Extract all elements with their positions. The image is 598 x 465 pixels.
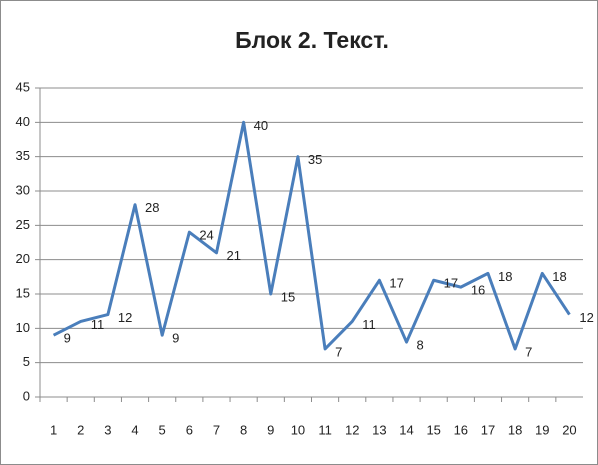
- data-label: 24: [199, 228, 213, 243]
- y-tick-label: 10: [16, 320, 30, 335]
- data-label: 8: [417, 338, 424, 353]
- data-label: 12: [118, 310, 132, 325]
- x-tick-label: 9: [267, 422, 274, 437]
- x-tick-label: 14: [399, 422, 413, 437]
- data-label: 17: [444, 276, 458, 291]
- data-label: 9: [64, 331, 71, 346]
- data-label: 18: [498, 269, 512, 284]
- x-tick-label: 5: [159, 422, 166, 437]
- y-tick-label: 30: [16, 182, 30, 197]
- x-tick-label: 10: [291, 422, 305, 437]
- y-tick-label: 25: [16, 217, 30, 232]
- x-tick-label: 20: [562, 422, 576, 437]
- y-tick-label: 0: [23, 388, 30, 403]
- data-label: 15: [281, 289, 295, 304]
- y-tick-label: 15: [16, 285, 30, 300]
- x-tick-label: 15: [426, 422, 440, 437]
- x-tick-label: 19: [535, 422, 549, 437]
- data-label: 16: [471, 283, 485, 298]
- y-tick-label: 45: [16, 79, 30, 94]
- data-label: 7: [335, 344, 342, 359]
- data-label: 11: [362, 317, 376, 332]
- x-tick-label: 13: [372, 422, 386, 437]
- x-tick-label: 12: [345, 422, 359, 437]
- y-tick-label: 35: [16, 148, 30, 163]
- x-tick-label: 3: [104, 422, 111, 437]
- chart-title: Блок 2. Текст.: [235, 27, 389, 53]
- data-label: 35: [308, 152, 322, 167]
- x-tick-label: 1: [50, 422, 57, 437]
- data-label: 9: [172, 331, 179, 346]
- x-tick-label: 8: [240, 422, 247, 437]
- data-label: 17: [389, 276, 403, 291]
- x-tick-label: 17: [481, 422, 495, 437]
- y-tick-label: 40: [16, 114, 30, 129]
- x-tick-label: 2: [77, 422, 84, 437]
- data-label: 40: [254, 118, 268, 133]
- x-tick-label: 16: [454, 422, 468, 437]
- data-label: 28: [145, 200, 159, 215]
- y-tick-label: 20: [16, 251, 30, 266]
- data-label: 12: [579, 310, 593, 325]
- x-tick-label: 6: [186, 422, 193, 437]
- data-line: [52, 120, 571, 351]
- x-tick-label: 7: [213, 422, 220, 437]
- data-label: 18: [552, 269, 566, 284]
- y-tick-label: 5: [23, 354, 30, 369]
- data-label: 11: [91, 317, 105, 332]
- x-tick-label: 18: [508, 422, 522, 437]
- x-tick-label: 11: [318, 422, 332, 437]
- data-label: 7: [525, 344, 532, 359]
- data-label: 21: [226, 248, 240, 263]
- x-tick-label: 4: [131, 422, 138, 437]
